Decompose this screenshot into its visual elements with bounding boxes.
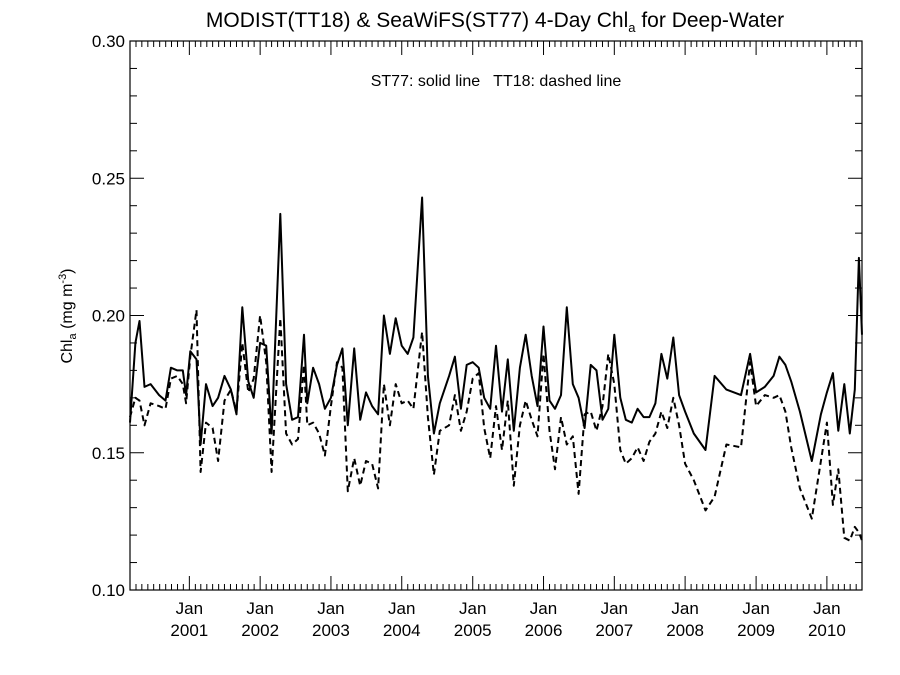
x-tick-label-year: 2010 bbox=[808, 621, 846, 640]
y-tick-label: 0.30 bbox=[92, 32, 125, 51]
y-axis-label: Chla (mg m-3) bbox=[57, 268, 79, 363]
chart-title-subscript: a bbox=[628, 20, 636, 35]
x-tick-label-month: Jan bbox=[388, 599, 415, 618]
y-axis-label-unit: (mg m bbox=[59, 284, 76, 334]
y-tick-label: 0.25 bbox=[92, 169, 125, 188]
x-tick-label-month: Jan bbox=[601, 599, 628, 618]
plot-series bbox=[129, 196, 863, 542]
x-tick-label-year: 2003 bbox=[312, 621, 350, 640]
x-tick-label-year: 2004 bbox=[383, 621, 421, 640]
chart-title: MODIST(TT18) & SeaWiFS(ST77) 4-Day Chla … bbox=[206, 9, 784, 35]
chart-annotation: ST77: solid line TT18: dashed line bbox=[371, 73, 622, 90]
plot-frame bbox=[129, 40, 863, 591]
x-tick-label-year: 2005 bbox=[454, 621, 492, 640]
y-axis-label-close: ) bbox=[59, 268, 76, 273]
x-tick-label-year: 2009 bbox=[737, 621, 775, 640]
x-tick-label-month: Jan bbox=[813, 599, 840, 618]
y-tick-label: 0.20 bbox=[92, 307, 125, 326]
axis-ticks: 0.10 0.15 0.20 0.25 0.30 Jan 2001 Jan 2002 Jan 200… bbox=[92, 32, 862, 640]
x-tick-label-month: Jan bbox=[317, 599, 344, 618]
y-axis-label-superscript: -3 bbox=[57, 274, 69, 284]
x-tick-label-month: Jan bbox=[176, 599, 203, 618]
x-tick-label-month: Jan bbox=[246, 599, 273, 618]
x-tick-label-year: 2002 bbox=[241, 621, 279, 640]
x-tick-label-month: Jan bbox=[671, 599, 698, 618]
x-tick-label-year: 2001 bbox=[170, 621, 208, 640]
x-tick-label-year: 2007 bbox=[595, 621, 633, 640]
x-tick-label-month: Jan bbox=[530, 599, 557, 618]
series-line-solid bbox=[129, 196, 863, 462]
x-tick-label-year: 2008 bbox=[666, 621, 704, 640]
y-axis-label-subscript: a bbox=[67, 333, 79, 340]
chart-title-main: MODIST(TT18) & SeaWiFS(ST77) 4-Day Chl bbox=[206, 9, 628, 32]
y-tick-label: 0.10 bbox=[92, 581, 125, 600]
x-tick-label-month: Jan bbox=[742, 599, 769, 618]
series-line-dashed bbox=[129, 309, 863, 542]
y-axis-label-main: Chl bbox=[59, 340, 76, 364]
x-tick-label-year: 2006 bbox=[525, 621, 563, 640]
chart-title-tail: for Deep-Water bbox=[636, 9, 785, 32]
y-tick-label: 0.15 bbox=[92, 444, 125, 463]
x-tick-label-month: Jan bbox=[459, 599, 486, 618]
